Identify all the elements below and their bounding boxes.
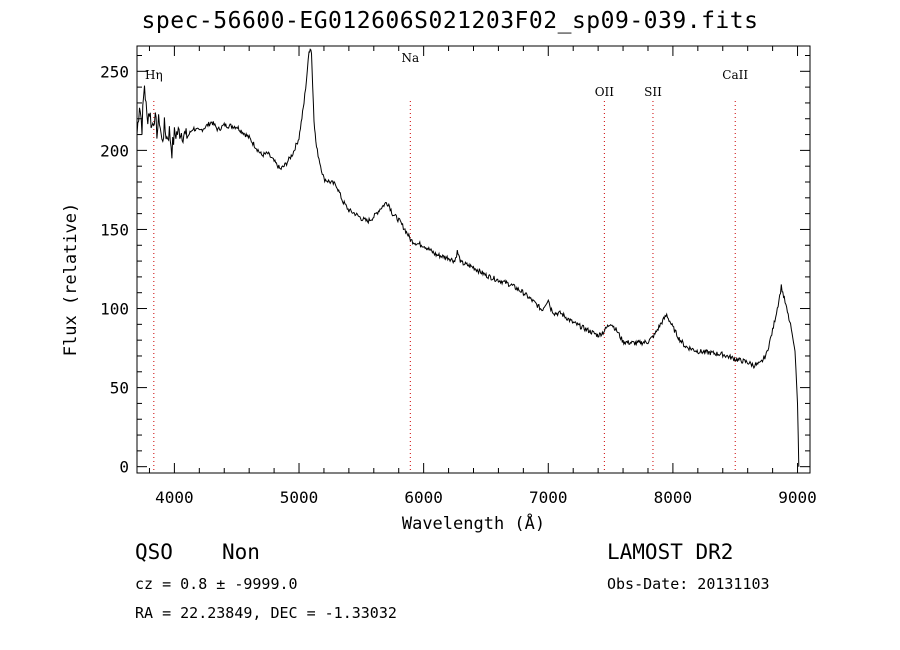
chart-title: spec-56600-EG012606S021203F02_sp09-039.f… — [141, 8, 759, 34]
x-tick-label: 9000 — [778, 488, 817, 507]
x-tick-label: 8000 — [654, 488, 693, 507]
x-axis-label: Wavelength (Å) — [402, 512, 545, 534]
y-tick-label: 250 — [100, 62, 129, 81]
y-tick-label: 0 — [119, 458, 129, 477]
line-marker-label: OII — [595, 85, 615, 99]
object-class: QSO — [135, 540, 173, 564]
object-subclass: Non — [222, 540, 260, 564]
y-axis-label: Flux (relative) — [61, 203, 81, 357]
spectrum-line — [136, 48, 800, 467]
x-tick-label: 4000 — [155, 488, 194, 507]
x-tick-label: 7000 — [529, 488, 568, 507]
survey-label: LAMOST DR2 — [607, 540, 734, 564]
plot-frame — [136, 45, 811, 474]
line-marker-label: Na — [401, 51, 419, 65]
line-marker-label: SII — [644, 85, 662, 99]
redshift-text: cz = 0.8 ± -9999.0 — [135, 575, 298, 593]
obs-date-text: Obs-Date: 20131103 — [607, 575, 770, 593]
y-tick-label: 50 — [110, 379, 129, 398]
line-marker-label: CaII — [722, 68, 748, 82]
y-tick-label: 200 — [100, 141, 129, 160]
x-tick-label: 6000 — [404, 488, 443, 507]
coords-text: RA = 22.23849, DEC = -1.33032 — [135, 604, 397, 622]
y-tick-label: 100 — [100, 300, 129, 319]
x-tick-label: 5000 — [280, 488, 319, 507]
line-marker-label: Hη — [145, 68, 163, 82]
y-tick-label: 150 — [100, 220, 129, 239]
